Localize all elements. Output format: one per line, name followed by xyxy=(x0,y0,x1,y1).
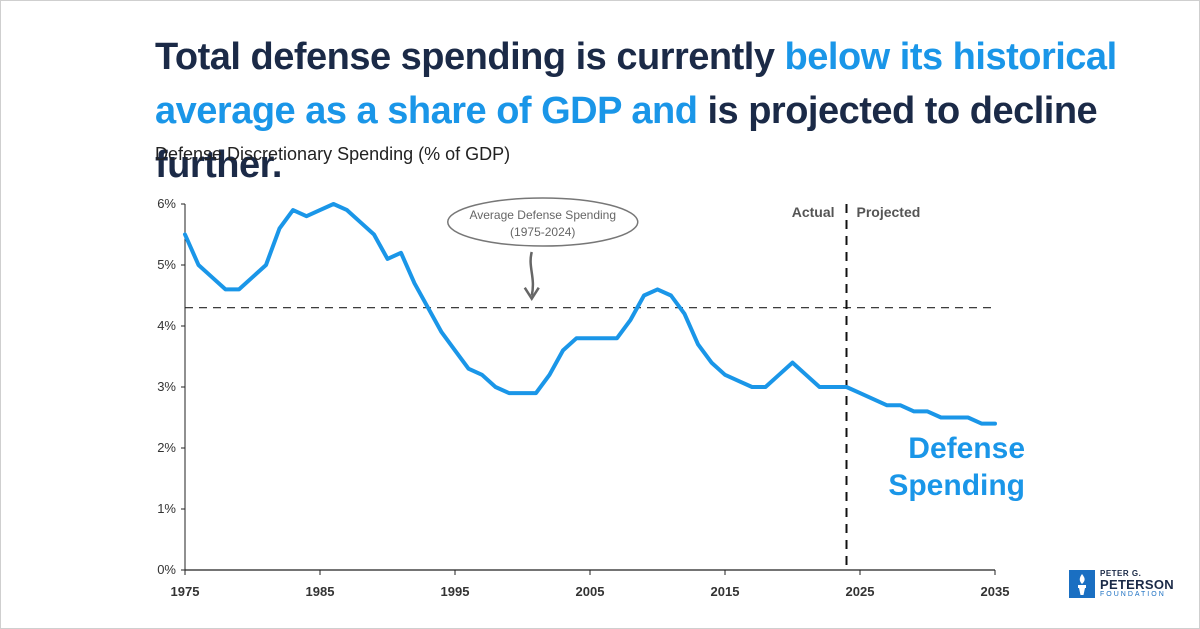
data-point xyxy=(293,210,294,211)
data-point xyxy=(252,277,253,278)
data-point xyxy=(455,350,456,351)
series-label: Spending xyxy=(888,469,1025,502)
data-point xyxy=(846,387,847,388)
data-point xyxy=(738,380,739,381)
y-tick-label: 3% xyxy=(157,379,176,394)
data-point xyxy=(968,417,969,418)
peterson-foundation-logo: PETER G. PETERSON FOUNDATION xyxy=(1069,568,1174,602)
data-point xyxy=(522,393,523,394)
y-tick-label: 4% xyxy=(157,318,176,333)
logo-line-3: FOUNDATION xyxy=(1100,591,1166,598)
data-point xyxy=(927,411,928,412)
average-callout-arrow xyxy=(529,251,535,296)
data-point xyxy=(698,344,699,345)
logo-text: PETER G. PETERSON FOUNDATION xyxy=(1100,569,1174,599)
data-point xyxy=(563,350,564,351)
data-point xyxy=(279,228,280,229)
data-point xyxy=(725,374,726,375)
x-tick-label: 2015 xyxy=(711,584,740,599)
x-tick-label: 2025 xyxy=(846,584,875,599)
data-point xyxy=(860,393,861,394)
x-tick-label: 2035 xyxy=(981,584,1010,599)
logo-line-1: PETER G. xyxy=(1100,569,1142,578)
data-point xyxy=(657,289,658,290)
data-point xyxy=(779,374,780,375)
average-callout-label: (1975-2024) xyxy=(510,225,575,239)
data-point xyxy=(684,313,685,314)
data-point xyxy=(590,338,591,339)
data-point xyxy=(333,204,334,205)
data-point xyxy=(576,338,577,339)
data-point xyxy=(833,387,834,388)
series-label: Defense xyxy=(908,432,1025,465)
data-point xyxy=(401,252,402,253)
data-point xyxy=(603,338,604,339)
headline: Total defense spending is currently belo… xyxy=(155,30,1155,192)
defense-spending-line xyxy=(183,202,997,426)
average-callout-bubble xyxy=(447,197,639,247)
average-callout-label: Average Defense Spending xyxy=(469,208,616,222)
data-point xyxy=(617,338,618,339)
headline-highlight: below its historical average as a share … xyxy=(155,36,1117,132)
x-tick-label: 1975 xyxy=(171,584,200,599)
data-point xyxy=(239,289,240,290)
torch-icon xyxy=(1069,570,1095,598)
data-point xyxy=(765,387,766,388)
projected-label: Projected xyxy=(857,204,921,220)
data-point xyxy=(671,295,672,296)
data-point xyxy=(981,423,982,424)
x-tick-label: 1995 xyxy=(441,584,470,599)
data-point xyxy=(468,368,469,369)
data-point xyxy=(482,374,483,375)
data-point xyxy=(900,405,901,406)
data-point xyxy=(941,417,942,418)
data-point xyxy=(887,405,888,406)
data-point xyxy=(806,374,807,375)
data-point xyxy=(914,411,915,412)
data-point xyxy=(873,399,874,400)
y-tick-label: 1% xyxy=(157,501,176,516)
arrow-head-icon xyxy=(523,287,540,302)
actual-label: Actual xyxy=(792,204,835,220)
data-point xyxy=(374,234,375,235)
y-tick-label: 6% xyxy=(157,196,176,211)
data-point xyxy=(225,289,226,290)
data-point xyxy=(630,319,631,320)
data-point xyxy=(792,362,793,363)
data-point xyxy=(644,295,645,296)
logo-line-2: PETERSON xyxy=(1100,577,1174,592)
data-point xyxy=(711,362,712,363)
data-point xyxy=(266,265,267,266)
y-tick-label: 5% xyxy=(157,257,176,272)
data-point xyxy=(509,393,510,394)
data-point xyxy=(954,417,955,418)
data-point xyxy=(428,307,429,308)
y-tick-label: 0% xyxy=(157,562,176,577)
x-tick-label: 2005 xyxy=(576,584,605,599)
headline-part-3: is projected to decline further. xyxy=(155,90,1098,186)
data-point xyxy=(306,216,307,217)
data-point xyxy=(441,332,442,333)
data-point xyxy=(752,387,753,388)
data-point xyxy=(536,393,537,394)
data-point xyxy=(995,423,996,424)
data-point xyxy=(495,387,496,388)
data-point xyxy=(387,258,388,259)
data-point xyxy=(198,265,199,266)
chart-subtitle: Defense Discretionary Spending (% of GDP… xyxy=(155,144,511,164)
data-point xyxy=(360,222,361,223)
data-point xyxy=(414,283,415,284)
data-point xyxy=(320,210,321,211)
data-point xyxy=(212,277,213,278)
data-point xyxy=(549,374,550,375)
data-point xyxy=(347,210,348,211)
headline-part-1: Total defense spending is currently xyxy=(155,36,785,78)
data-point xyxy=(819,387,820,388)
y-tick-label: 2% xyxy=(157,440,176,455)
data-point xyxy=(185,234,186,235)
x-tick-label: 1985 xyxy=(306,584,335,599)
